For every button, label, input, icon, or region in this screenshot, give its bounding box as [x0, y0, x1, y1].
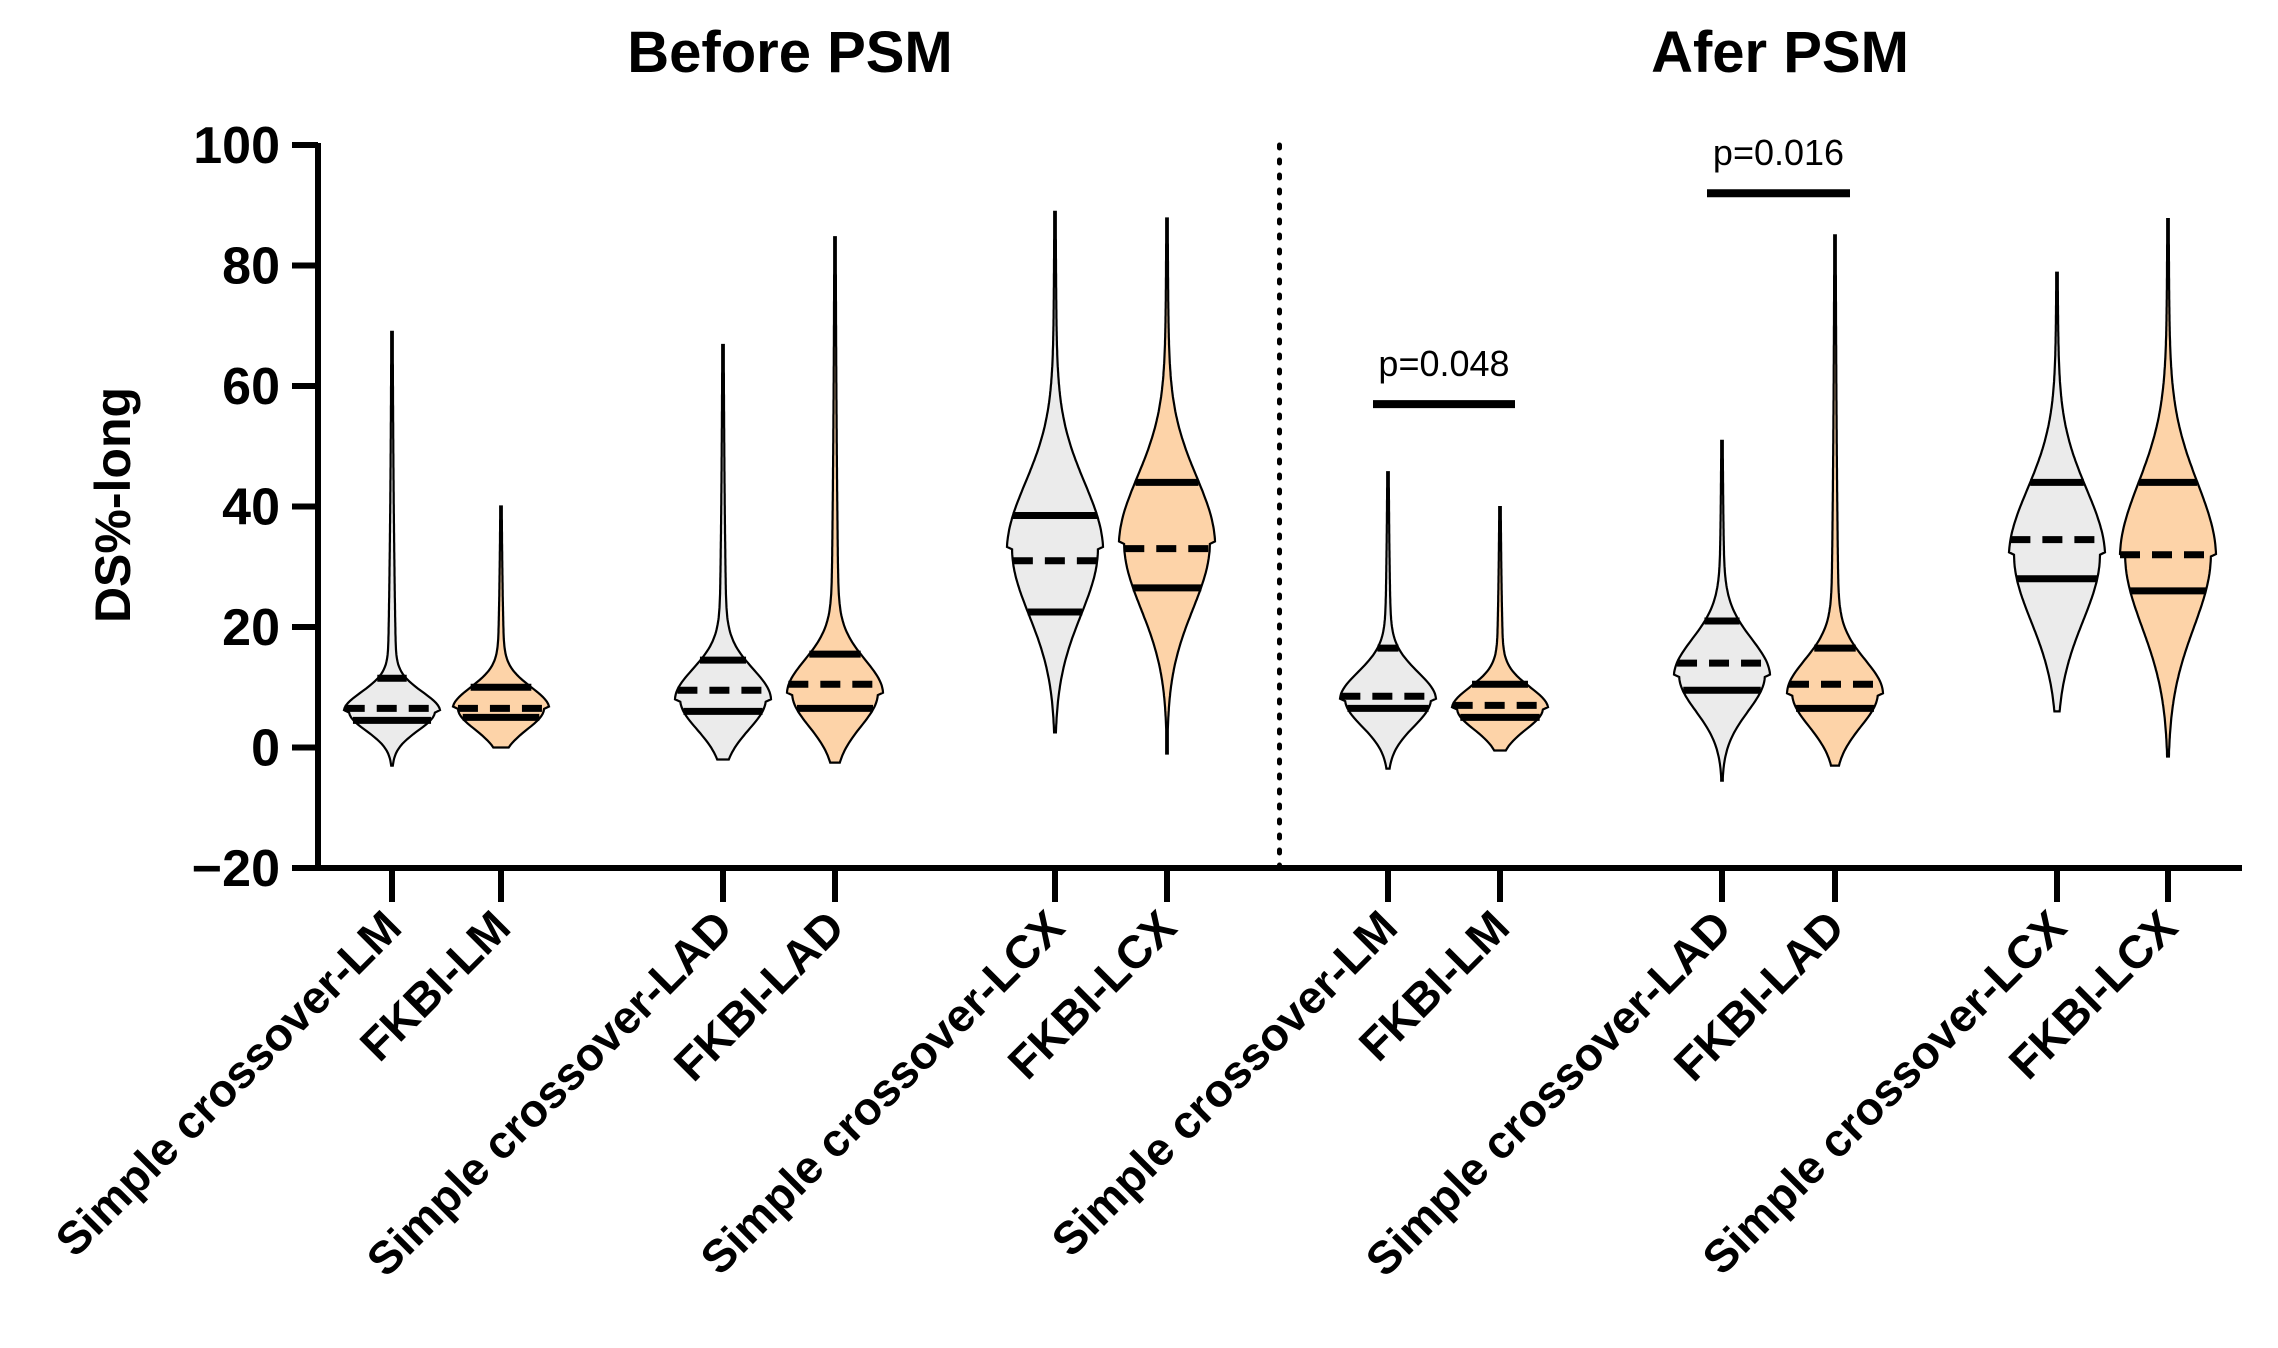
annotations-group: p=0.048 p=0.016 [1373, 132, 1850, 409]
axes: 100 80 60 40 20 0 −20 [192, 117, 2242, 898]
panel-title-after: Afer PSM [1651, 20, 1909, 85]
x-tick-label: Simple crossover-LCX [690, 900, 1074, 1284]
violin-4 [785, 236, 885, 764]
violin-7 [1338, 471, 1438, 770]
violin-6 [1117, 217, 1217, 755]
x-tick-label: Simple crossover-LAD [1355, 900, 1741, 1286]
y-axis-label: DS%-long [85, 387, 141, 623]
violin-10 [1785, 234, 1885, 767]
violin-11 [2007, 271, 2107, 713]
violins-group [342, 210, 2218, 782]
y-tick-label: 0 [251, 720, 280, 778]
y-tick-label: 100 [193, 117, 280, 175]
x-tick-label: Simple crossover-LAD [356, 900, 742, 1286]
violin-8 [1450, 506, 1550, 752]
violin-5 [1005, 210, 1105, 734]
violin-1 [342, 330, 442, 767]
violin-3 [673, 343, 773, 761]
x-tick-label: Simple crossover-LCX [1692, 900, 2076, 1284]
p-value-label: p=0.016 [1713, 132, 1844, 173]
x-tick-label: Simple crossover-LM [45, 900, 411, 1266]
y-tick-label: −20 [192, 840, 280, 898]
panel-title-before: Before PSM [627, 20, 953, 85]
y-tick-label: 80 [222, 238, 280, 296]
violin-9 [1672, 439, 1772, 782]
p-value-label: p=0.048 [1378, 343, 1509, 384]
y-tick-label: 60 [222, 358, 280, 416]
violin-12 [2118, 218, 2218, 758]
y-tick-label: 40 [222, 479, 280, 537]
y-tick-label: 20 [222, 599, 280, 657]
